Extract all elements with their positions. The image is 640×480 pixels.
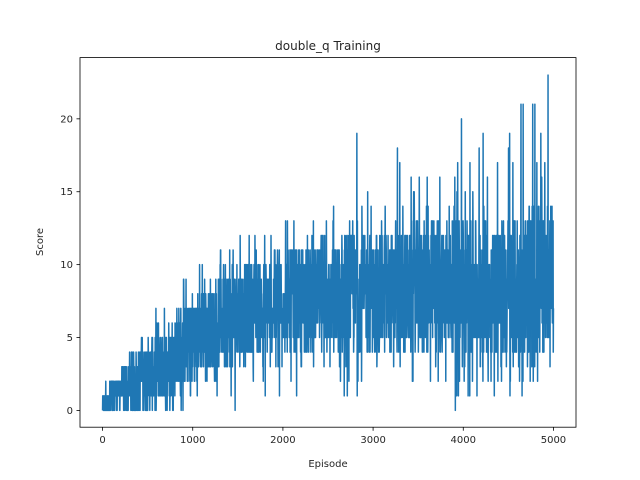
x-tick-label: 0 (99, 435, 105, 446)
y-tick-label: 0 (67, 406, 73, 417)
y-tick-label: 10 (60, 260, 73, 271)
x-tick-label: 3000 (360, 435, 385, 446)
y-axis: 0 5 10 15 20 (60, 114, 80, 417)
y-tick-label: 15 (60, 187, 73, 198)
x-tick-label: 4000 (451, 435, 476, 446)
x-axis-label: Episode (308, 459, 347, 470)
score-line (101, 74, 555, 412)
x-axis: 0 1000 2000 3000 4000 5000 (99, 427, 566, 446)
plot-area (101, 74, 555, 412)
axes-frame (79, 57, 577, 428)
x-tick-label: 5000 (541, 435, 566, 446)
chart-title: double_q Training (275, 39, 381, 53)
x-tick-label: 1000 (180, 435, 205, 446)
y-tick-label: 20 (60, 114, 73, 125)
y-tick-label: 5 (67, 333, 73, 344)
x-tick-label: 2000 (270, 435, 295, 446)
y-axis-label: Score (35, 228, 46, 256)
